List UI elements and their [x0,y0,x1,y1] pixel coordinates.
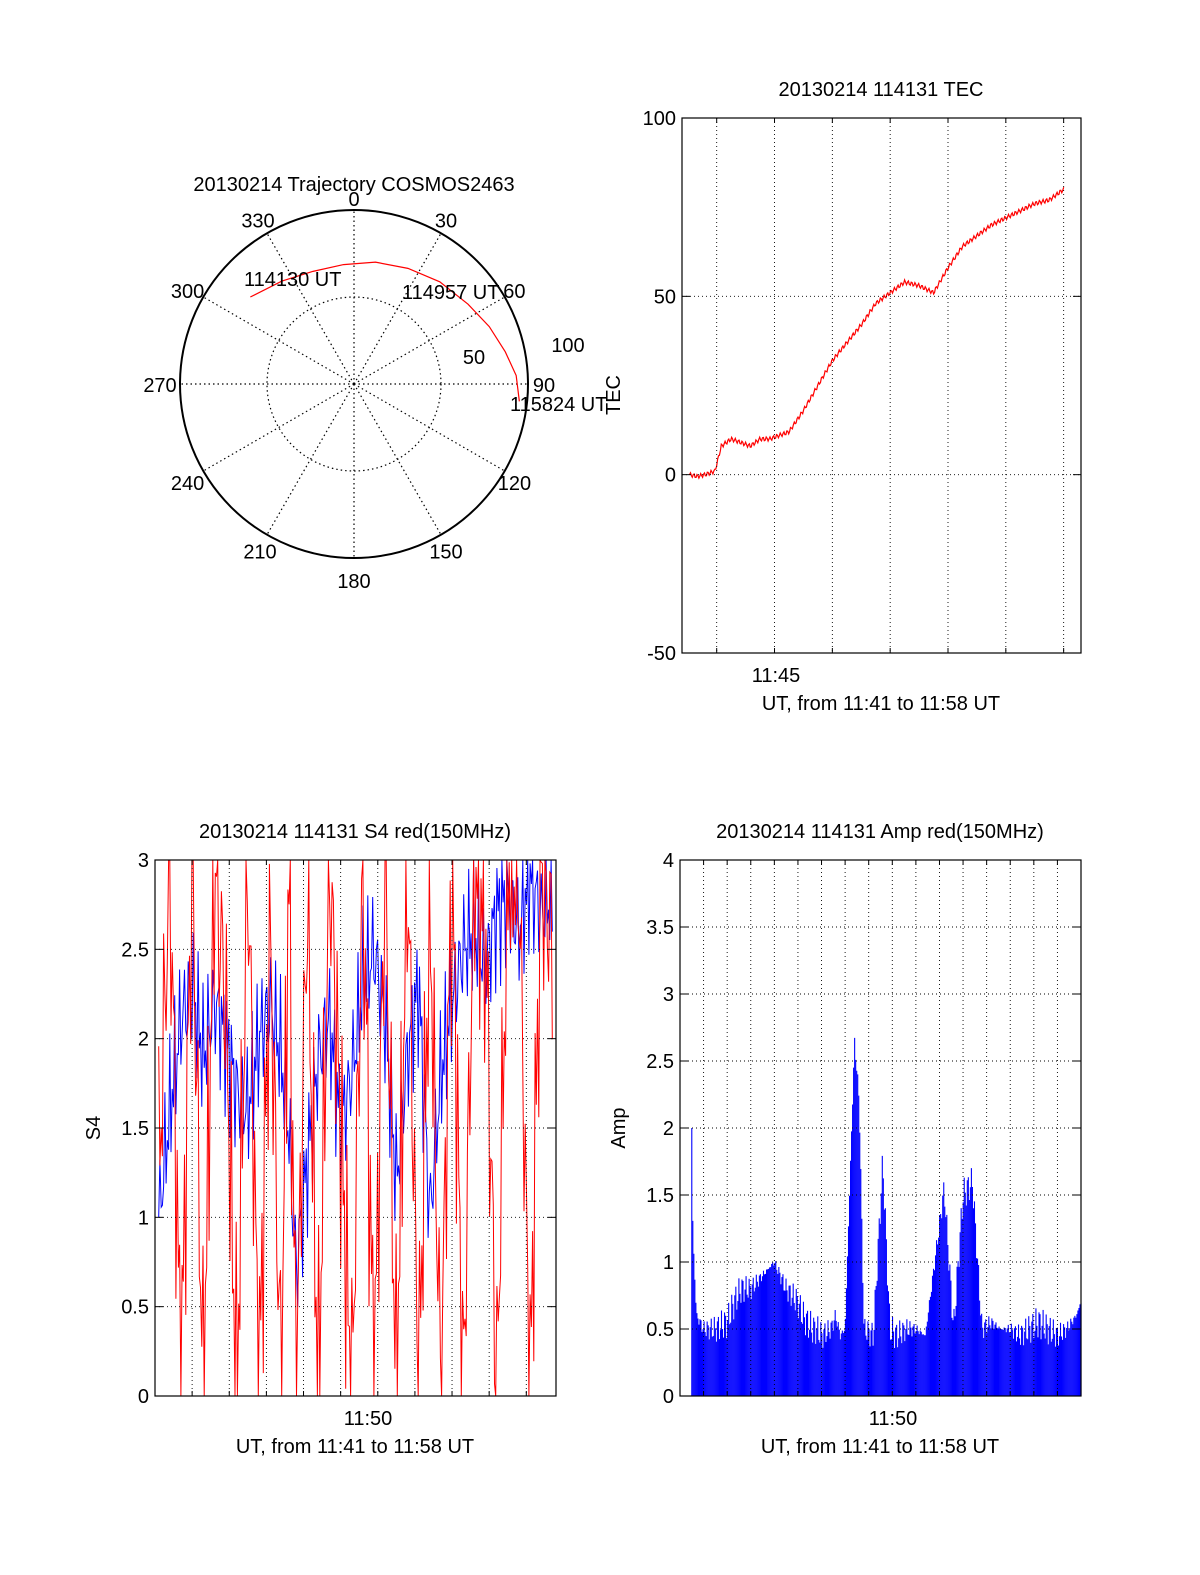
polar-title: 20130214 Trajectory COSMOS2463 [193,174,514,196]
amp-y-tick-label: 1.5 [646,1185,674,1207]
polar-azimuth-labels: 0 30 60 90 120 150 180 210 240 270 300 330 [143,189,555,593]
tec-panel: 20130214 114131 TEC TEC UT, from 11:41 t… [603,79,1082,715]
polar-azimuth-label: 300 [171,281,204,303]
polar-azimuth-label: 120 [498,473,531,495]
amp-y-tick-label: 2.5 [646,1051,674,1073]
amp-y-tick-label: 4 [663,850,674,872]
polar-azimuth-label: 270 [143,375,176,397]
tec-series-line [688,187,1065,480]
polar-outer-circle [179,209,529,559]
s4-y-tick-label: 0 [138,1386,149,1408]
trajectory-start-label: 114130 UT [244,269,341,291]
polar-azimuth-label: 30 [435,211,457,233]
s4-y-tick-label: 2 [138,1029,149,1051]
s4-y-tick-label: 3 [138,850,149,872]
s4-title: 20130214 114131 S4 red(150MHz) [199,821,511,843]
tec-plot-area [682,118,1081,653]
polar-azimuth-label: 0 [348,189,359,211]
polar-spoke [203,383,355,472]
tec-y-axis-label: TEC [603,375,625,415]
s4-y-tick-label: 1 [138,1207,149,1229]
amp-y-tick-label: 2 [663,1118,674,1140]
s4-series-line [158,859,553,1397]
amp-y-tick-label: 3.5 [646,917,674,939]
polar-azimuth-label: 330 [241,211,274,233]
tec-x-tick-label: 11:45 [752,665,801,687]
s4-y-axis-label: S4 [83,1116,105,1140]
amp-axes-frame [679,859,1082,1397]
amp-y-axis-label: Amp [608,1107,630,1148]
amp-grid [679,859,1082,1397]
tec-axes-frame [681,117,1082,654]
s4-y-tick-label: 0.5 [121,1297,149,1319]
s4-x-tick-label: 11:50 [344,1408,393,1430]
s4-panel: 20130214 114131 S4 red(150MHz) S4 UT, fr… [83,821,557,1458]
polar-grid [180,210,528,558]
amp-y-tick-label: 0.5 [646,1319,674,1341]
amp-title: 20130214 114131 Amp red(150MHz) [716,821,1044,843]
s4-x-axis-label: UT, from 11:41 to 11:58 UT [236,1436,474,1458]
polar-trajectory-panel: 20130214 Trajectory COSMOS2463 0 30 60 90 12… [143,174,607,593]
trajectory-mid-label: 114957 UT [402,282,499,304]
polar-azimuth-label: 60 [503,281,525,303]
tec-title: 20130214 114131 TEC [779,79,984,101]
tec-y-tick-label: 50 [654,286,676,308]
polar-trajectory-line [250,261,520,402]
polar-radial-label: 100 [551,335,584,357]
s4-grid [154,859,556,1397]
polar-spoke [203,296,355,385]
amp-x-tick-label: 11:50 [869,1408,918,1430]
amp-y-tick-label: 3 [663,984,674,1006]
polar-azimuth-label: 90 [533,375,555,397]
polar-spoke [266,383,355,535]
polar-azimuth-label: 240 [171,473,204,495]
tec-x-axis-label: UT, from 11:41 to 11:58 UT [762,693,1000,715]
s4-y-tick-label: 1.5 [121,1118,149,1140]
tec-y-tick-label: 100 [643,108,676,130]
trajectory-end-label: 115824 UT [510,394,607,416]
amp-y-tick-label: 1 [663,1252,674,1274]
polar-radial-label: 50 [463,347,485,369]
polar-ring [266,296,442,472]
s4-axes-frame [154,859,557,1397]
amp-x-axis-label: UT, from 11:41 to 11:58 UT [761,1436,999,1458]
polar-azimuth-label: 180 [337,571,370,593]
amp-y-tick-label: 0 [663,1386,674,1408]
polar-azimuth-label: 210 [243,541,276,563]
tec-y-tick-label: 0 [665,465,676,487]
s4-y-tick-label: 2.5 [121,939,149,961]
amp-panel: 20130214 114131 Amp red(150MHz) Amp UT, … [608,821,1082,1458]
polar-azimuth-label: 150 [429,541,462,563]
polar-spoke [266,233,355,385]
tec-y-tick-label: -50 [647,643,676,665]
